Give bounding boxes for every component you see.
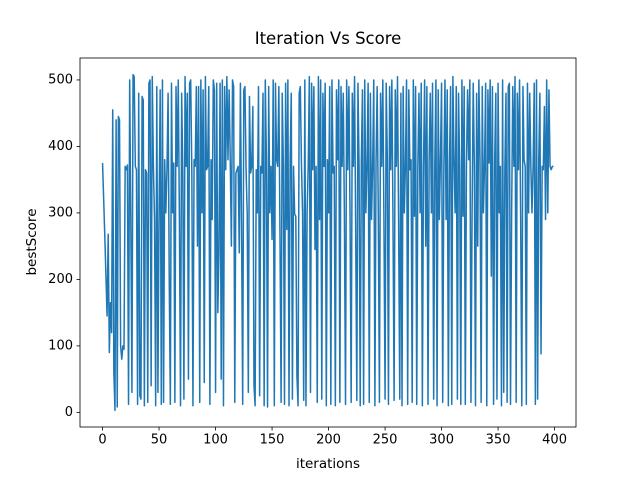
y-tick-label: 400: [48, 139, 73, 154]
y-axis-label: bestScore: [24, 208, 40, 275]
x-tick-label: 50: [151, 433, 168, 448]
y-tick-label: 300: [48, 205, 73, 220]
x-tick-label: 100: [203, 433, 228, 448]
x-tick-label: 150: [260, 433, 285, 448]
x-tick-label: 400: [542, 433, 567, 448]
x-axis-label: iterations: [296, 456, 360, 472]
x-tick-label: 300: [429, 433, 454, 448]
y-tick-label: 500: [48, 72, 73, 87]
x-tick-label: 200: [316, 433, 341, 448]
plot-frame: [79, 57, 577, 428]
line: [101, 73, 554, 412]
y-tick-label: 100: [48, 338, 73, 353]
x-tick-label: 350: [486, 433, 511, 448]
x-tick-label: 250: [373, 433, 398, 448]
y-tick-label: 200: [48, 272, 73, 287]
chart-title: Iteration Vs Score: [255, 29, 402, 48]
x-tick-label: 0: [98, 433, 106, 448]
y-tick-label: 0: [65, 405, 73, 420]
